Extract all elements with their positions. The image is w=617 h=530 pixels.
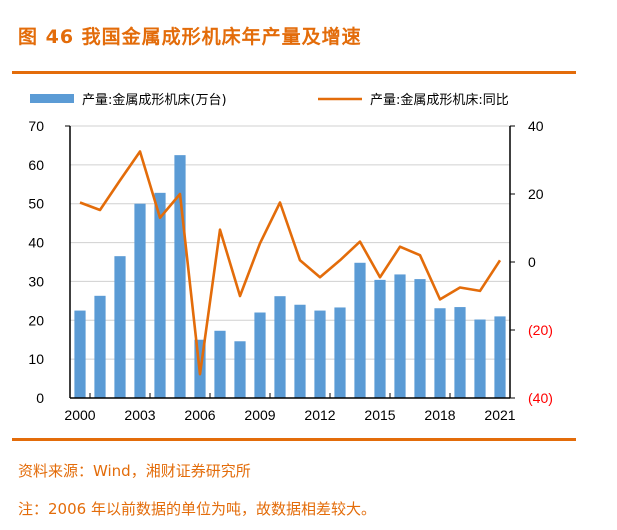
x-tick-label: 2006 [184,407,215,423]
left-tick-label: 40 [28,235,44,251]
legend-line-label: 产量:金属成形机床:同比 [370,92,509,108]
bar-2010 [274,296,286,398]
bar-2018 [434,308,446,398]
left-tick-label: 20 [28,312,44,328]
bar-2020 [474,319,486,398]
bar-2002 [114,256,126,398]
x-tick-label: 2018 [424,407,455,423]
left-tick-label: 10 [28,351,44,367]
x-tick-label: 2012 [304,407,335,423]
bar-2013 [334,307,346,398]
top-rule [12,71,576,74]
right-tick-label: (40) [528,390,553,406]
bar-2004 [154,192,166,398]
right-tick-label: (20) [528,322,553,338]
bar-2009 [254,312,266,398]
x-tick-label: 2000 [64,407,95,423]
right-tick-label: 40 [528,118,544,134]
bar-2001 [94,295,106,398]
bar-2005 [174,155,186,398]
yoy-line [79,150,502,376]
bar-2011 [294,304,306,398]
bottom-rule [12,438,576,441]
bar-2016 [394,274,406,398]
x-tick-label: 2021 [484,407,515,423]
left-tick-label: 50 [28,196,44,212]
chart: 0 10 20 30 40 50 60 70 (40) (20) 0 20 40 2000 2003 2006… [28,92,553,423]
bar-2012 [314,310,326,398]
bar-2015 [374,279,386,398]
bar-2017 [414,279,426,398]
bar-2014 [354,262,366,398]
left-tick-label: 60 [28,157,44,173]
legend-bar-swatch [30,94,74,103]
x-tick-label: 2009 [244,407,275,423]
bar-2003 [134,203,146,398]
chart-title: 图 46 我国金属成形机床年产量及增速 [18,26,362,48]
x-tick-label: 2003 [124,407,155,423]
legend-bar-label: 产量:金属成形机床(万台) [82,92,227,108]
left-tick-label: 30 [28,273,44,289]
bar-2000 [74,310,86,398]
right-tick-label: 0 [528,254,536,270]
left-tick-label: 70 [28,118,44,134]
left-tick-label: 0 [36,390,44,406]
bar-2007 [214,330,226,398]
x-tick-label: 2015 [364,407,395,423]
bar-2021 [494,316,506,398]
source-text: 资料来源：Wind，湘财证券研究所 [18,462,251,480]
bar-2019 [454,307,466,398]
right-tick-label: 20 [528,186,544,202]
note-text: 注：2006 年以前数据的单位为吨，故数据相差较大。 [18,500,376,518]
bar-2008 [234,341,246,398]
